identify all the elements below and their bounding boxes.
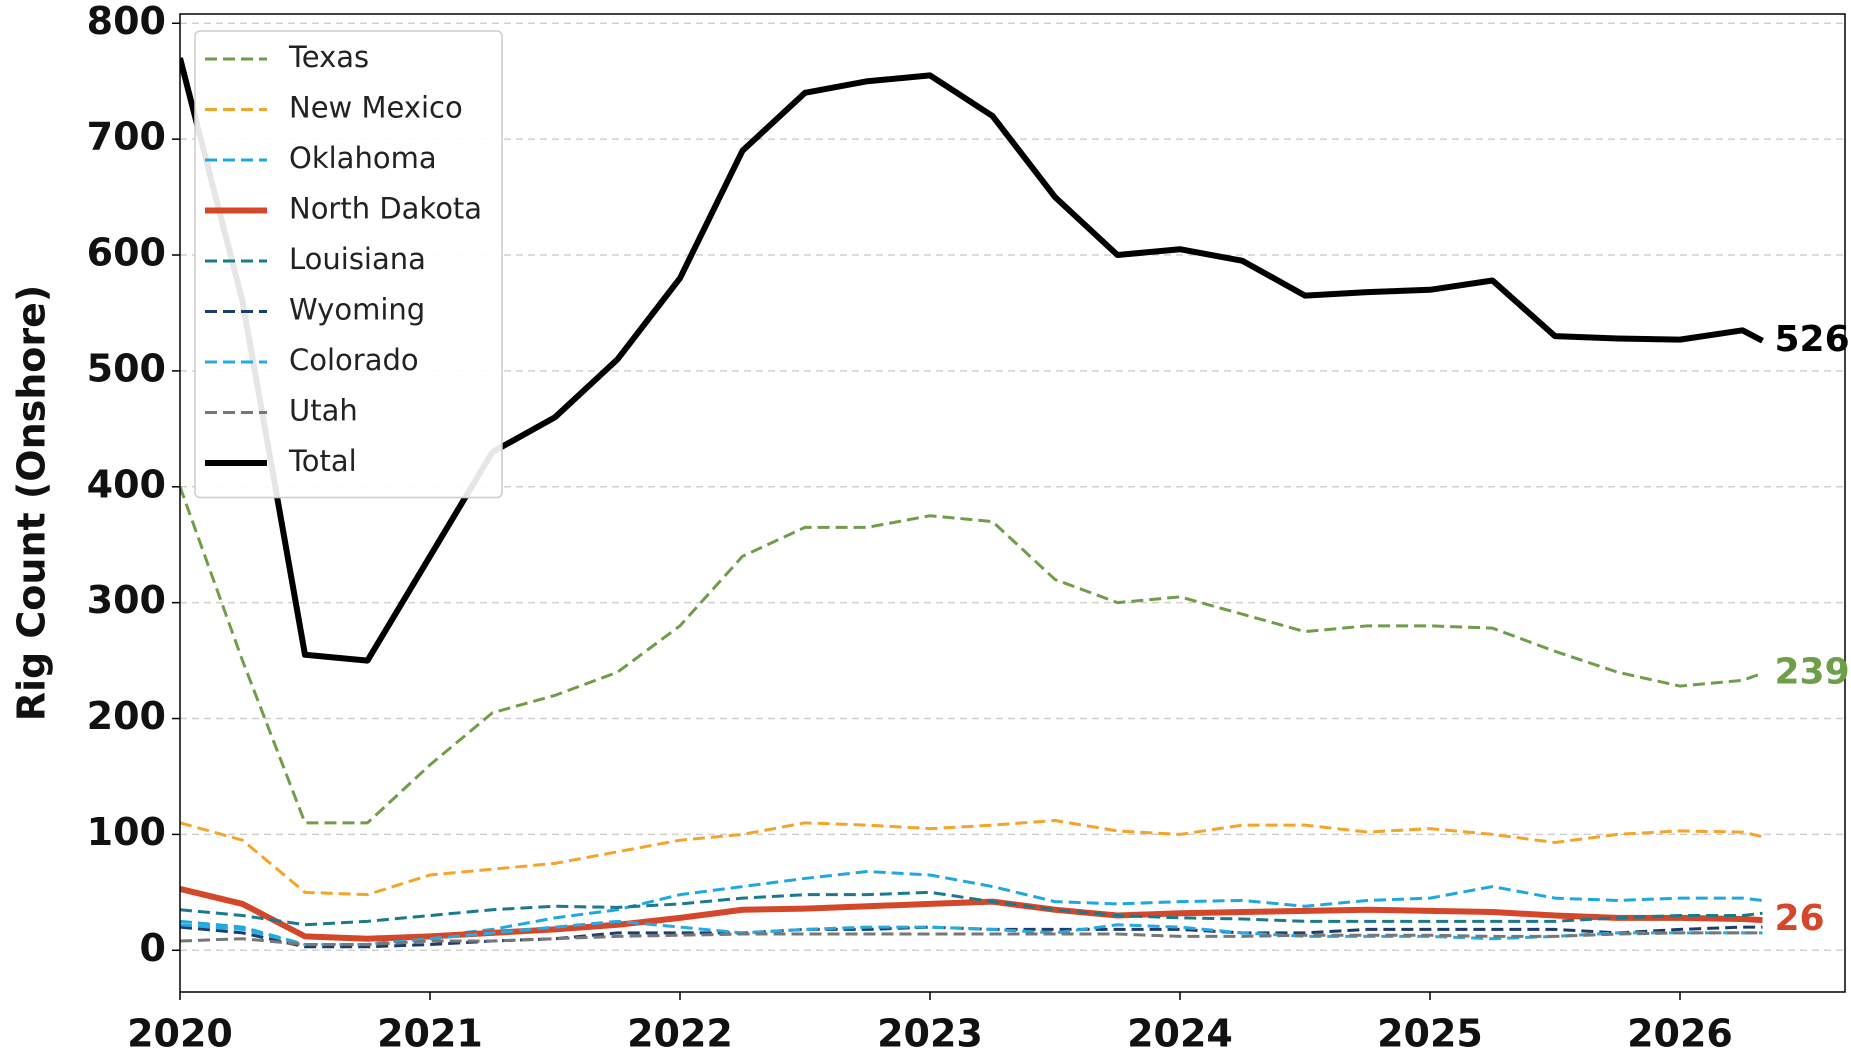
series-line — [180, 486, 1763, 825]
end-label: 526 — [1775, 319, 1850, 360]
x-tick-label: 2024 — [1127, 1012, 1233, 1056]
legend-label: Utah — [289, 394, 358, 428]
x-tick-label: 2026 — [1627, 1012, 1733, 1056]
legend-label: Total — [288, 444, 357, 478]
y-tick-label: 700 — [87, 115, 166, 159]
legend-label: Wyoming — [289, 293, 425, 327]
y-tick-label: 100 — [87, 810, 166, 854]
y-tick-label: 600 — [87, 231, 166, 275]
x-tick-label: 2022 — [627, 1012, 733, 1056]
y-tick-label: 800 — [87, 0, 166, 43]
x-tick-label: 2021 — [377, 1012, 483, 1056]
y-axis-label: Rig Count (Onshore) — [10, 285, 54, 722]
legend-label: Colorado — [289, 343, 419, 377]
x-tick-label: 2023 — [877, 1012, 983, 1056]
y-tick-label: 0 — [140, 926, 166, 970]
end-label: 239 — [1775, 651, 1850, 692]
series-line — [180, 885, 1763, 942]
y-tick-label: 500 — [87, 346, 166, 390]
legend-label: Louisiana — [289, 242, 426, 276]
legend-label: Oklahoma — [289, 141, 437, 175]
y-tick-label: 400 — [87, 462, 166, 506]
end-label: 26 — [1775, 898, 1825, 939]
series-line — [180, 819, 1763, 897]
series-line — [180, 869, 1763, 946]
x-tick-label: 2025 — [1377, 1012, 1483, 1056]
y-tick-label: 200 — [87, 694, 166, 738]
x-tick-label: 2020 — [127, 1012, 233, 1056]
series-line — [180, 890, 1763, 927]
legend-label: Texas — [288, 40, 369, 74]
legend-label: North Dakota — [289, 192, 482, 226]
legend-box — [194, 30, 503, 499]
legend-label: New Mexico — [289, 91, 463, 125]
plot-frame — [179, 13, 1846, 993]
series-line — [180, 931, 1763, 946]
y-tick-label: 300 — [87, 578, 166, 622]
series-line — [180, 57, 1764, 664]
